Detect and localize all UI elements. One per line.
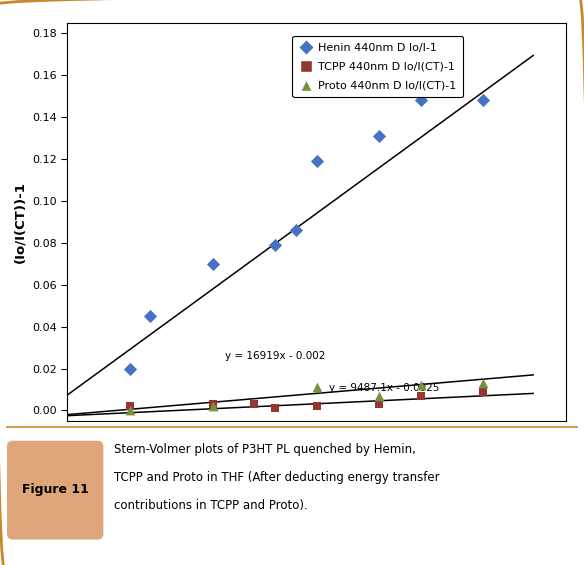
Point xyxy=(208,259,217,268)
Point xyxy=(312,402,322,411)
Point xyxy=(125,402,134,411)
Point xyxy=(270,404,280,413)
Point xyxy=(145,311,155,320)
Point xyxy=(208,399,217,408)
Point xyxy=(374,391,384,400)
Y-axis label: (Io/I(CT))-1: (Io/I(CT))-1 xyxy=(13,181,26,263)
Point xyxy=(312,383,322,392)
Point xyxy=(374,399,384,408)
Text: Figure 11: Figure 11 xyxy=(22,483,89,497)
Point xyxy=(312,157,322,166)
Text: y = 144670x + 0.0073: y = 144670x + 0.0073 xyxy=(308,53,427,63)
Point xyxy=(478,387,488,396)
Text: y = 9487.1x - 0.0025: y = 9487.1x - 0.0025 xyxy=(329,384,440,393)
Point xyxy=(125,406,134,415)
Text: contributions in TCPP and Proto).: contributions in TCPP and Proto). xyxy=(114,499,308,512)
Point xyxy=(374,131,384,140)
Text: y = 16919x - 0.002: y = 16919x - 0.002 xyxy=(225,351,326,361)
Point xyxy=(208,402,217,411)
Legend: Henin 440nm D Io/I-1, TCPP 440nm D Io/I(CT)-1, Proto 440nm D Io/I(CT)-1: Henin 440nm D Io/I-1, TCPP 440nm D Io/I(… xyxy=(293,36,463,97)
Point xyxy=(478,95,488,105)
Point xyxy=(416,391,426,400)
Point xyxy=(270,240,280,249)
X-axis label: Concentration, M: Concentration, M xyxy=(249,447,384,461)
Point xyxy=(250,399,259,408)
Point xyxy=(125,364,134,373)
Point xyxy=(291,225,301,234)
Point xyxy=(416,381,426,390)
Point xyxy=(478,379,488,388)
Point xyxy=(416,95,426,105)
Text: Stern-Volmer plots of P3HT PL quenched by Hemin,: Stern-Volmer plots of P3HT PL quenched b… xyxy=(114,442,416,456)
Text: TCPP and Proto in THF (After deducting energy transfer: TCPP and Proto in THF (After deducting e… xyxy=(114,471,440,484)
